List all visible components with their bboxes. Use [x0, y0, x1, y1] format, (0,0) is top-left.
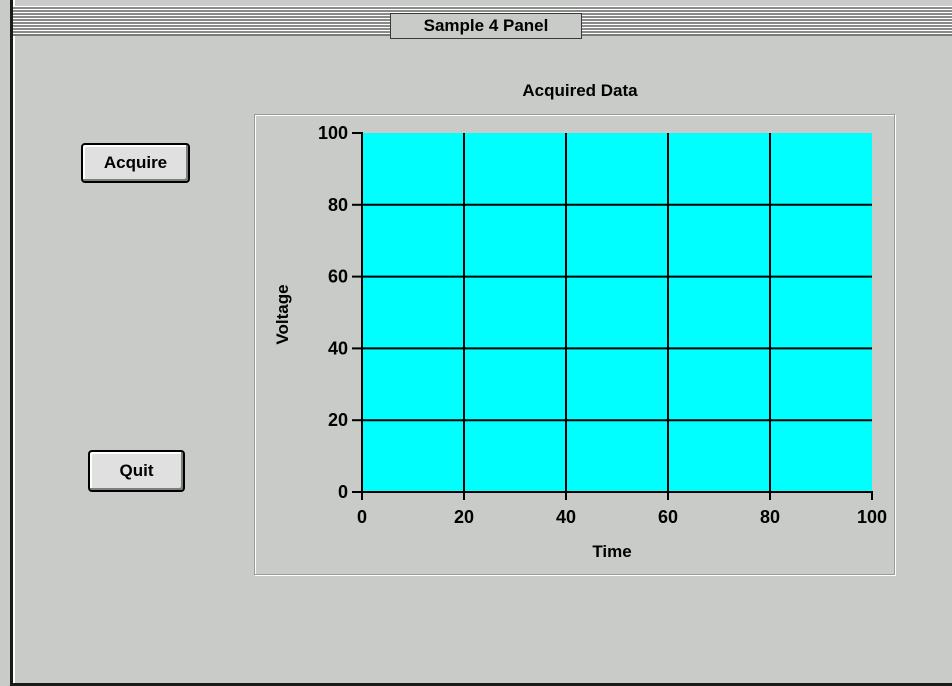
y-axis-label: Voltage [273, 284, 292, 344]
quit-button[interactable]: Quit [88, 450, 185, 492]
graph-title: Acquired Data [522, 81, 638, 100]
x-tick-label-100: 100 [857, 507, 887, 527]
x-tick-labels: 0 20 40 60 80 100 [357, 492, 887, 527]
y-tick-labels: 0 20 40 60 80 100 [318, 123, 362, 502]
x-tick-label-20: 20 [454, 507, 474, 527]
axes [361, 132, 873, 493]
x-tick-label-80: 80 [760, 507, 780, 527]
y-tick-label-80: 80 [328, 195, 348, 215]
x-axis-label: Time [592, 542, 631, 561]
y-tick-label-100: 100 [318, 123, 348, 143]
acquire-button[interactable]: Acquire [81, 143, 190, 183]
x-tick-label-40: 40 [556, 507, 576, 527]
x-tick-label-0: 0 [357, 507, 367, 527]
plot-area [362, 133, 872, 492]
x-tick-label-60: 60 [658, 507, 678, 527]
window-frame-left-highlight [13, 0, 15, 686]
graph-control [254, 114, 895, 575]
y-tick-label-0: 0 [338, 482, 348, 502]
window-frame-left [10, 0, 13, 686]
y-tick-label-40: 40 [328, 338, 348, 358]
window-frame-bottom [10, 683, 952, 686]
grid-lines [362, 133, 872, 492]
y-tick-label-20: 20 [328, 410, 348, 430]
window-title: Sample 4 Panel [390, 13, 582, 39]
y-tick-label-60: 60 [328, 267, 348, 287]
